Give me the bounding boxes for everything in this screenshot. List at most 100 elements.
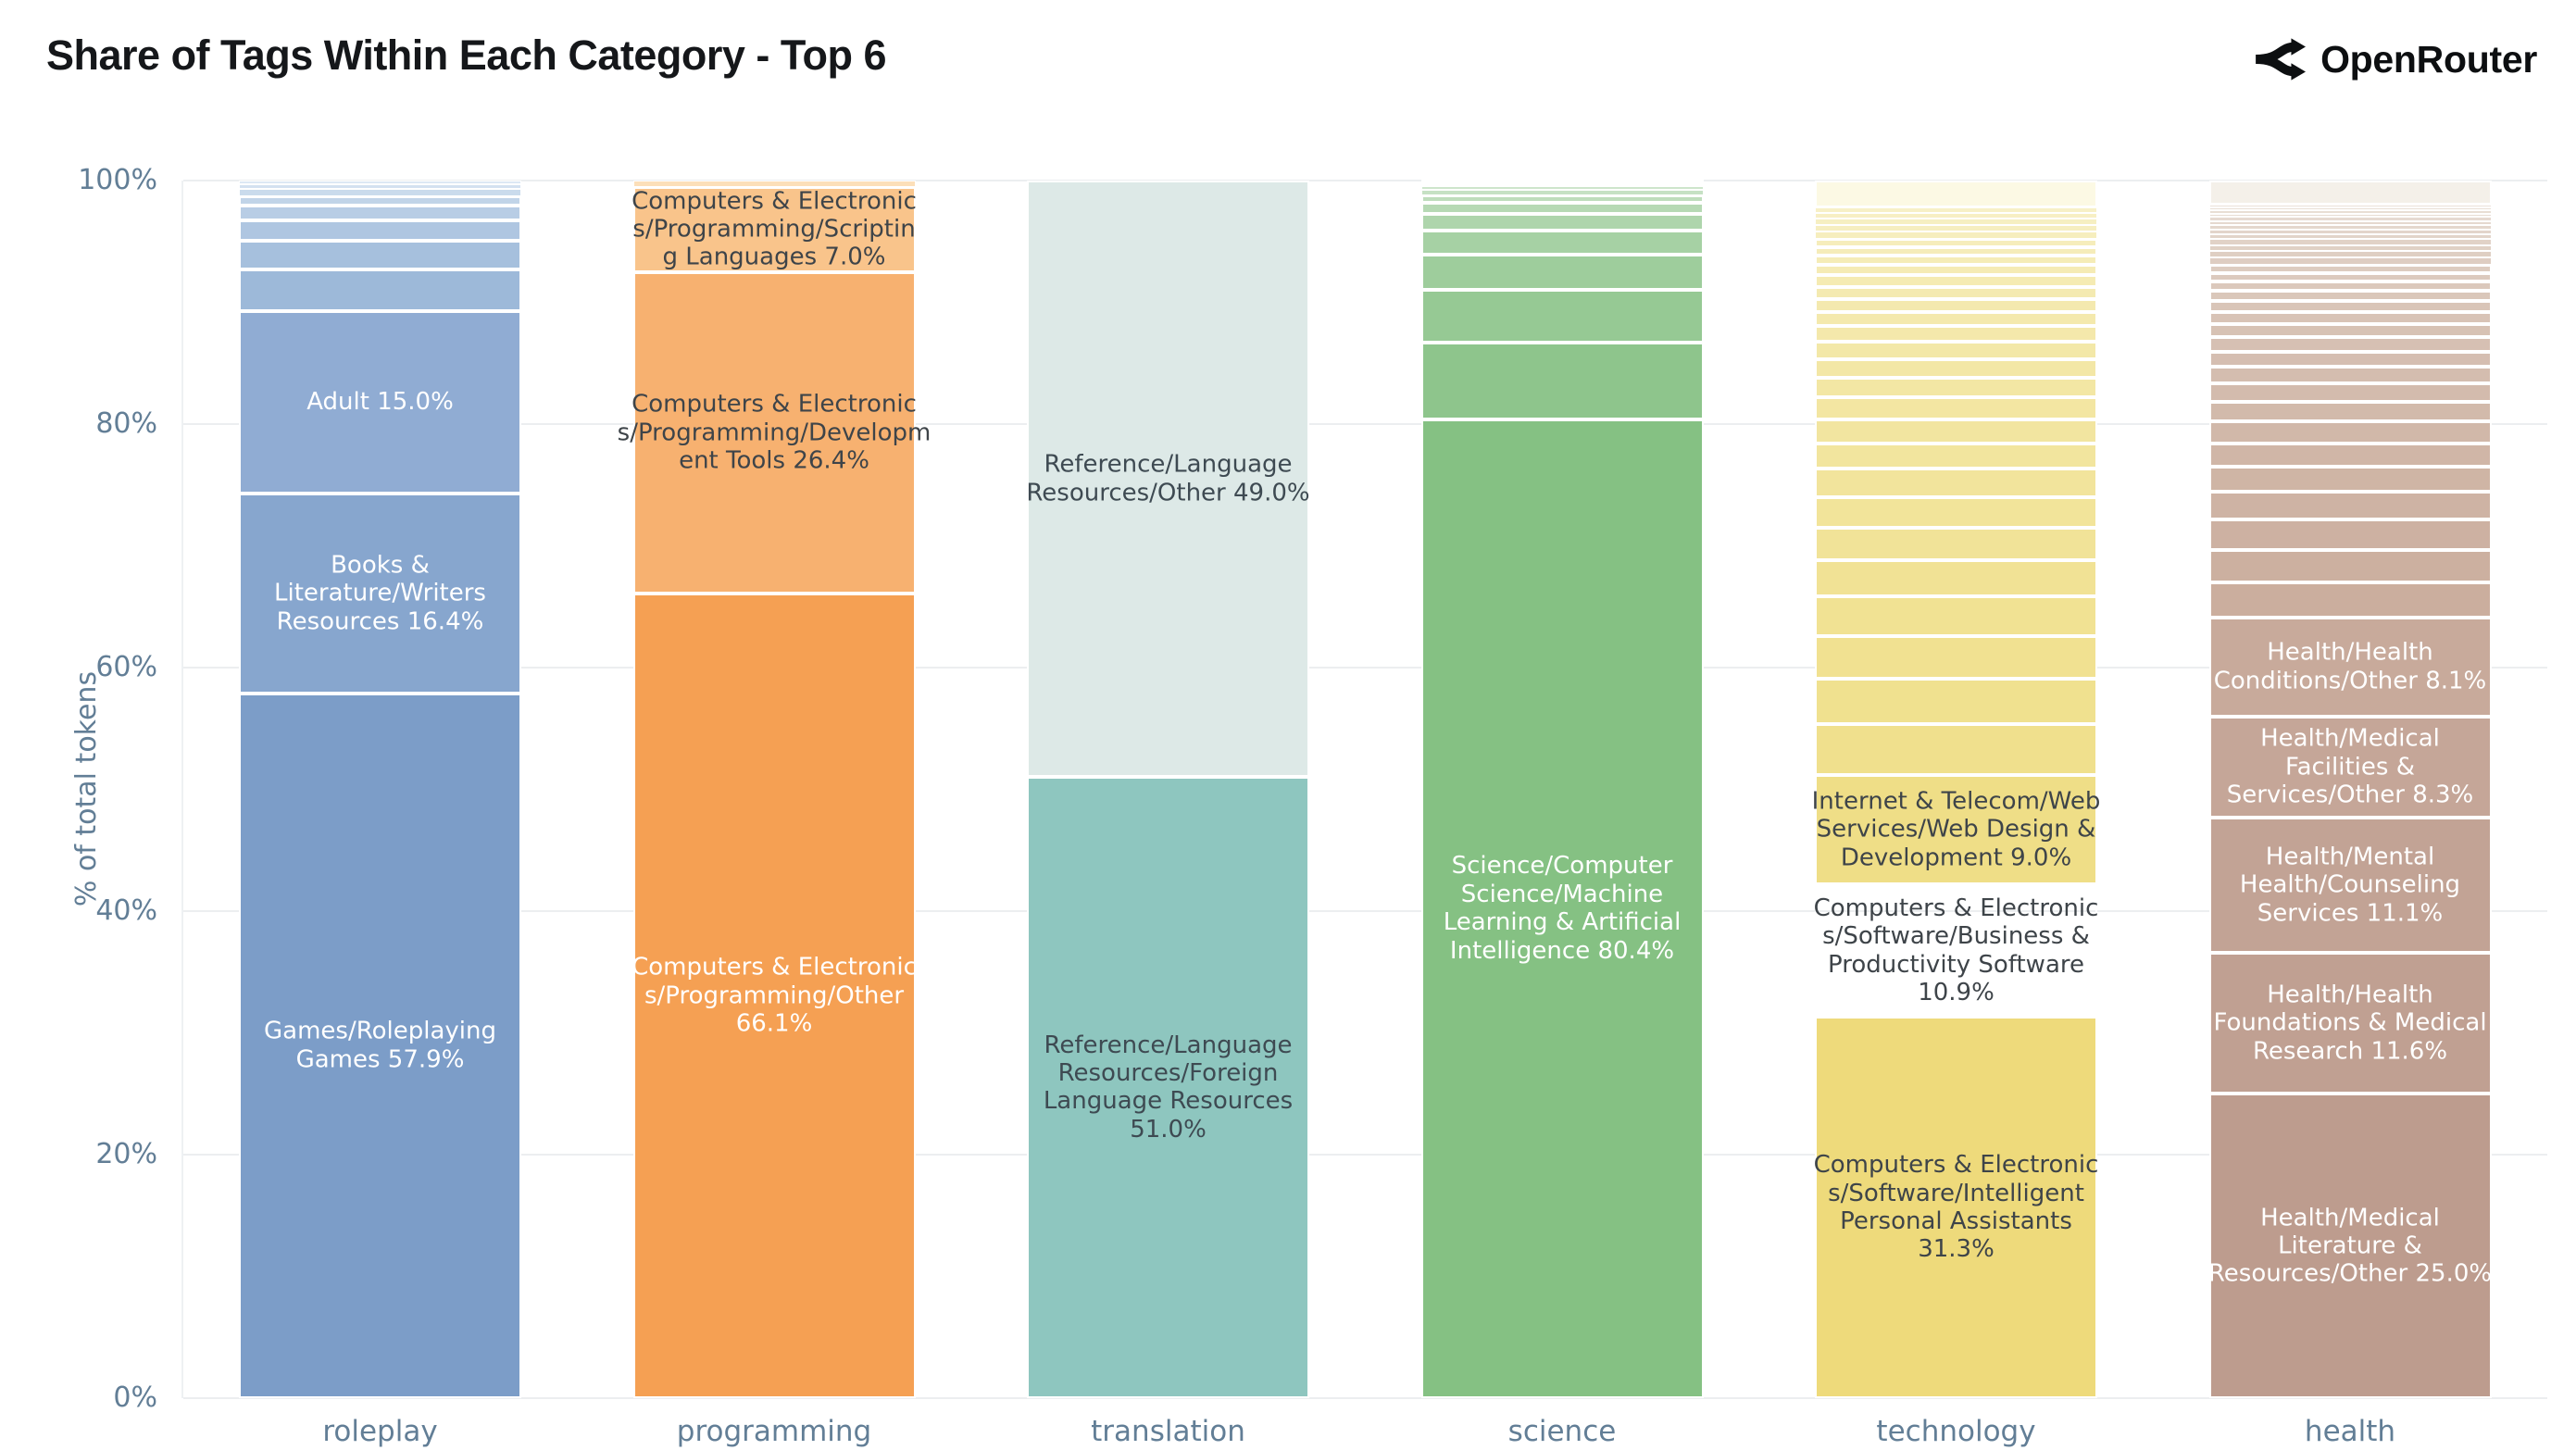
bar-segment[interactable]: Health/Health Conditions/Other 8.1% <box>2208 618 2492 717</box>
bar-segment[interactable] <box>1815 181 2097 207</box>
bar-segment[interactable] <box>239 183 521 189</box>
bar-segment[interactable] <box>1815 596 2097 636</box>
bar-segment[interactable] <box>1815 397 2097 419</box>
bar-segment[interactable] <box>2208 466 2492 493</box>
bar-segment[interactable] <box>2208 492 2492 520</box>
bar-segment[interactable] <box>239 240 521 269</box>
bar-segment[interactable] <box>1815 265 2097 276</box>
bar-segment[interactable] <box>1815 358 2097 378</box>
bar-segment[interactable] <box>1815 246 2097 256</box>
bar-segment[interactable] <box>1420 179 1704 181</box>
bar-segment[interactable] <box>2208 181 2492 206</box>
bar-segment[interactable] <box>1815 311 2097 327</box>
bar-segment[interactable]: Adult 15.0% <box>239 310 521 494</box>
bar-segment[interactable] <box>2208 443 2492 467</box>
bar-segment[interactable]: Computers & Electronic s/Programming/Oth… <box>631 593 917 1398</box>
bar-segment[interactable] <box>239 219 521 241</box>
bar-segment[interactable] <box>1420 186 1704 191</box>
bar-segment[interactable] <box>1815 724 2097 775</box>
bar-segment[interactable] <box>632 181 916 187</box>
bar-segment[interactable] <box>2208 367 2492 384</box>
bar-segment[interactable] <box>2208 421 2492 444</box>
bar-segment[interactable]: Science/Computer Science/Machine Learnin… <box>1420 419 1704 1398</box>
bar-segment[interactable] <box>1420 183 1704 187</box>
bar-segment[interactable] <box>1420 194 1704 203</box>
bar-segment[interactable] <box>2208 229 2492 234</box>
bar-segment[interactable] <box>1815 419 2097 444</box>
bar-segment[interactable] <box>2208 281 2492 292</box>
bar-segment[interactable] <box>1420 230 1704 255</box>
bar-segment[interactable] <box>2208 244 2492 252</box>
bar-segment[interactable] <box>2208 291 2492 302</box>
bar-segment[interactable]: Reference/Language Resources/Other 49.0% <box>1026 181 1310 778</box>
bar-segment[interactable] <box>2208 207 2492 211</box>
bar-segment[interactable]: Computers & Electronic s/Programming/Scr… <box>631 186 917 272</box>
bar-segment[interactable] <box>1420 181 1704 184</box>
bar-segment[interactable] <box>1815 560 2097 597</box>
bar-segment[interactable] <box>1420 214 1704 231</box>
bar-segment[interactable] <box>2208 324 2492 338</box>
bar-segment[interactable] <box>1815 377 2097 398</box>
bar-segment[interactable]: Computers & Electronic s/Software/Busine… <box>1814 884 2098 1018</box>
bar-segment[interactable]: Books & Literature/Writers Resources 16.… <box>239 493 521 694</box>
bar-segment[interactable]: Games/Roleplaying Games 57.9% <box>239 693 521 1398</box>
bar-segment[interactable] <box>2208 210 2492 214</box>
bar-segment[interactable] <box>2208 265 2492 273</box>
bar-segment[interactable] <box>1815 275 2097 287</box>
bar-segment[interactable] <box>2208 519 2492 550</box>
bar-segment[interactable] <box>2208 383 2492 402</box>
bar-segment[interactable] <box>1815 342 2097 359</box>
bar-segment[interactable] <box>239 181 521 184</box>
bar-segment[interactable]: Health/Medical Facilities & Services/Oth… <box>2208 716 2492 818</box>
bar-segment[interactable]: Computers & Electronic s/Programming/Dev… <box>618 271 931 594</box>
bar-segment[interactable] <box>2208 401 2492 422</box>
bar-segment[interactable] <box>1815 212 2097 219</box>
bar-segment[interactable] <box>1815 443 2097 469</box>
bar-segment[interactable] <box>2208 549 2492 582</box>
bar-segment[interactable] <box>1815 238 2097 247</box>
bar-segment[interactable] <box>2208 217 2492 221</box>
bar-segment[interactable] <box>2208 213 2492 218</box>
bar-segment[interactable] <box>1815 678 2097 725</box>
bar-segment[interactable] <box>2208 233 2492 240</box>
bar-segment[interactable] <box>1815 224 2097 231</box>
bar-segment[interactable]: Reference/Language Resources/Foreign Lan… <box>1027 777 1309 1398</box>
bar-segment[interactable] <box>1815 298 2097 312</box>
bar-segment[interactable] <box>2208 337 2492 352</box>
bar-segment[interactable] <box>1815 469 2097 497</box>
bar-segment[interactable] <box>1815 635 2097 679</box>
bar-segment[interactable] <box>2208 251 2492 258</box>
bar-segment[interactable] <box>1815 527 2097 561</box>
bar-segment[interactable] <box>2208 220 2492 225</box>
bar-segment[interactable] <box>1420 342 1704 419</box>
bar-segment[interactable] <box>1815 231 2097 239</box>
bar-segment[interactable]: Internet & Telecom/Web Services/Web Desi… <box>1812 774 2100 885</box>
bar-segment[interactable] <box>1815 206 2097 213</box>
bar-segment[interactable]: Health/Health Foundations & Medical Rese… <box>2208 952 2492 1094</box>
bar-segment[interactable] <box>2208 224 2492 230</box>
bar-segment[interactable] <box>239 195 521 206</box>
bar-segment[interactable] <box>239 188 521 196</box>
bar-segment[interactable] <box>1815 496 2097 528</box>
bar-segment[interactable] <box>239 269 521 311</box>
bar-segment[interactable] <box>1815 326 2097 343</box>
bar-segment[interactable] <box>2208 272 2492 282</box>
bar-segment[interactable] <box>1420 254 1704 291</box>
bar-segment[interactable] <box>1420 290 1704 343</box>
bar-segment[interactable] <box>2208 257 2492 266</box>
bar-segment[interactable] <box>2208 239 2492 245</box>
bar-segment[interactable]: Health/Mental Health/Counseling Services… <box>2208 817 2492 953</box>
bar-segment[interactable] <box>2208 581 2492 619</box>
bar-segment[interactable] <box>1815 218 2097 225</box>
bar-segment[interactable] <box>1420 190 1704 195</box>
bar-segment[interactable]: Health/Medical Literature & Resources/Ot… <box>2208 1094 2492 1398</box>
bar-segment[interactable]: Computers & Electronic s/Software/Intell… <box>1814 1017 2098 1398</box>
bar-segment[interactable] <box>2208 301 2492 313</box>
bar-segment[interactable] <box>2208 312 2492 325</box>
bar-segment[interactable] <box>1815 286 2097 299</box>
bar-segment[interactable] <box>239 206 521 220</box>
bar-segment[interactable] <box>2208 205 2492 208</box>
bar-segment[interactable] <box>1420 202 1704 214</box>
bar-segment[interactable] <box>1815 256 2097 266</box>
bar-segment[interactable] <box>2208 351 2492 368</box>
